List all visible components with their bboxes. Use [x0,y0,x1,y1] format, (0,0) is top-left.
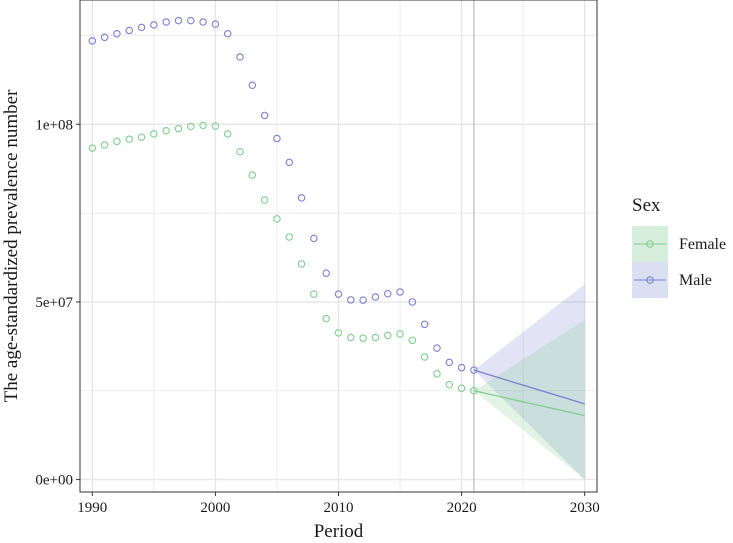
male-data-point [236,53,244,61]
legend: Sex Female Male [632,195,726,298]
x-tick-label: 2020 [447,500,477,516]
female-data-point [113,137,121,146]
legend-item-female: Female [632,226,726,262]
female-data-point [137,133,146,141]
male-data-point [187,16,195,25]
y-axis-title: The age-standardized prevalence number [1,89,22,402]
y-tick-label: 0e+00 [35,473,73,489]
male-data-point [88,37,97,45]
male-data-point [100,33,109,42]
male-data-point [408,298,417,306]
male-data-point [433,344,441,352]
male-data-point [322,269,330,277]
x-axis-title: Period [314,521,364,538]
female-data-point [223,130,232,138]
female-data-point [285,233,294,241]
male-data-point [260,111,269,120]
male-data-point [371,293,380,301]
projection-lines [473,369,585,417]
data-points [88,16,478,395]
male-data-point [162,18,170,26]
x-tick-label: 2010 [324,500,354,516]
legend-item-male: Male [632,262,712,298]
male-data-point [445,358,454,367]
male-data-point [383,290,392,298]
male-data-point [137,23,146,32]
y-tick-label: 1e+08 [35,117,73,133]
legend-label: Male [679,272,712,289]
female-data-point [187,122,195,131]
legend-title: Sex [632,195,661,216]
male-data-point [457,363,466,372]
male-data-point [150,21,158,29]
female-data-point [88,144,97,152]
female-data-point [310,290,318,298]
female-data-point [273,215,281,223]
female-data-point [371,333,380,342]
male-data-point [174,16,183,25]
male-data-point [310,234,318,243]
female-projection-band [473,319,585,480]
male-data-point [273,134,281,143]
female-data-point [408,336,417,345]
female-data-point [457,384,466,393]
female-data-point [383,331,392,340]
x-tick-label: 1990 [77,500,107,516]
x-tick-label: 2030 [570,500,600,516]
y-tick-label: 5e+07 [35,295,73,311]
female-data-point [248,171,257,179]
female-data-point [433,369,441,378]
male-data-point [396,288,404,296]
grid-lines [80,0,597,492]
female-data-point [150,130,158,138]
female-data-point [396,330,404,338]
female-data-point [260,196,269,204]
legend-label: Female [679,236,726,253]
male-data-point [285,158,294,167]
x-tick-label: 2000 [200,500,230,516]
male-data-point [347,296,355,304]
axis-tick-labels: 1990 2000 2010 2020 2030 0e+00 5e+07 1e+08 [35,117,599,516]
male-projection-line [473,369,585,405]
female-projection-line [473,390,585,417]
female-data-point [174,124,183,133]
female-data-point [445,380,454,389]
projection-bands [473,284,585,480]
male-data-point [199,18,207,26]
female-data-point [322,314,330,323]
female-data-point [236,147,244,156]
male-data-point [420,320,429,329]
male-data-point [334,290,343,298]
female-data-point [420,353,429,361]
male-data-point [113,29,121,38]
female-data-point [162,126,170,135]
legend-items: Female Male [632,226,726,298]
male-data-point [297,194,306,202]
legend-key-point [646,240,654,248]
male-data-point [470,366,478,374]
female-data-point [347,333,355,342]
female-data-point [199,121,207,130]
axis-ticks [76,123,586,496]
female-data-point [100,141,109,149]
legend-key-point [646,276,654,284]
female-data-point [470,387,478,395]
female-data-point [334,329,343,337]
male-data-point [223,29,232,38]
male-data-point [211,20,220,28]
male-data-point [359,296,367,304]
female-data-point [359,334,367,342]
male-projection-band [473,284,585,480]
female-data-point [297,260,306,268]
female-data-point [211,122,220,130]
male-data-point [248,81,257,90]
female-data-point [125,135,133,144]
male-data-point [125,26,133,35]
